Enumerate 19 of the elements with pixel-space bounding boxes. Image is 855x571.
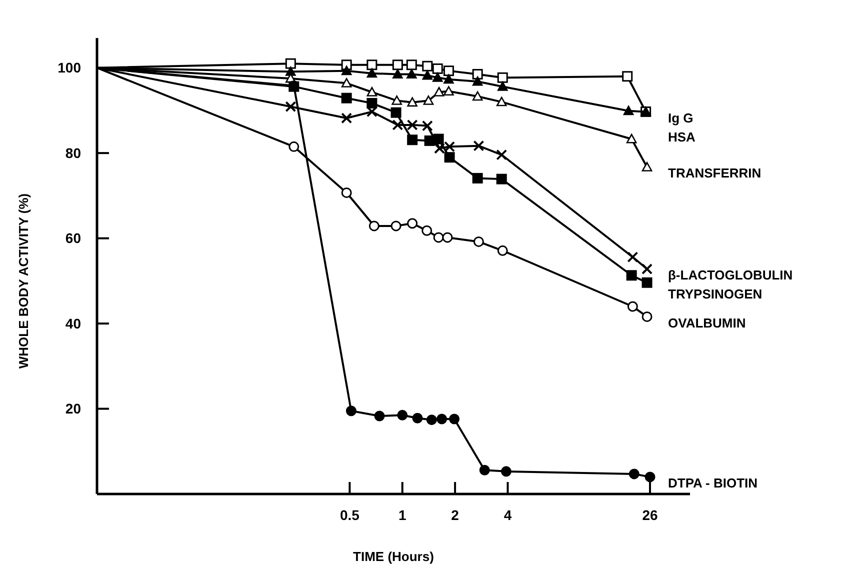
x-axis-title: TIME (Hours) <box>353 549 434 564</box>
y-tick-label: 80 <box>65 144 82 161</box>
series-label: β-LACTOGLOBULIN <box>668 268 793 283</box>
series-label: HSA <box>668 129 696 144</box>
x-tick-label: 0.5 <box>340 507 360 523</box>
y-tick-label: 60 <box>65 230 82 246</box>
x-tick-label: 26 <box>642 507 658 523</box>
series-label: TRANSFERRIN <box>668 166 762 181</box>
y-axis-title: WHOLE BODY ACTIVITY (%) <box>16 193 31 369</box>
y-tick-label: 40 <box>65 315 82 332</box>
y-tick-label: 20 <box>65 400 82 417</box>
y-tick-label: 100 <box>58 60 82 76</box>
x-tick-label: 1 <box>398 507 406 523</box>
series-label: TRYPSINOGEN <box>668 286 762 302</box>
x-tick-label: 4 <box>504 507 512 523</box>
series-label: OVALBUMIN <box>668 315 746 330</box>
series-label: Ig G <box>668 110 694 126</box>
series-label: DTPA - BIOTIN <box>668 476 758 491</box>
x-tick-label: 2 <box>451 507 460 523</box>
